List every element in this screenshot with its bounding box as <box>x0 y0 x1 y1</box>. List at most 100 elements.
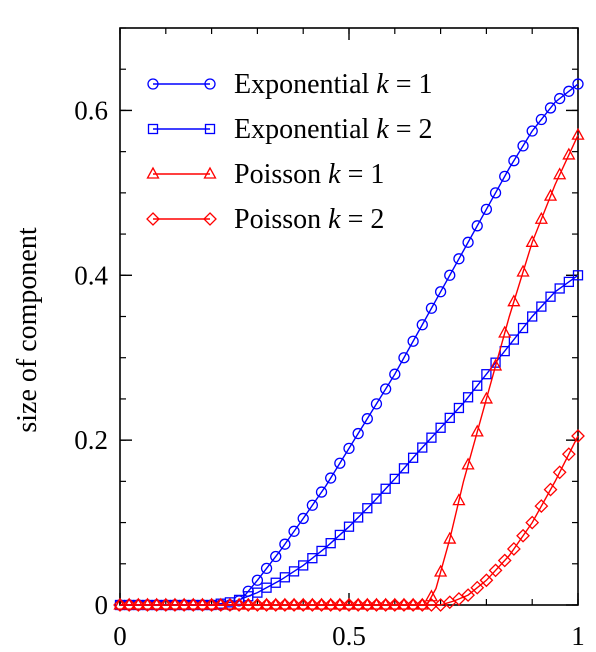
data-point <box>397 597 411 610</box>
data-point <box>342 597 356 610</box>
data-point <box>415 598 430 612</box>
data-point <box>113 598 127 612</box>
data-point <box>407 335 419 347</box>
legend: Exponential k = 1 Exponential k = 2 Poisso… <box>146 69 433 235</box>
data-point <box>214 597 228 610</box>
data-point <box>561 447 576 462</box>
data-point <box>426 432 437 443</box>
data-point <box>333 597 347 610</box>
legend-item: Poisson k = 2 <box>146 204 384 235</box>
data-point <box>552 465 567 480</box>
data-point <box>481 369 492 380</box>
data-point <box>316 545 327 557</box>
data-point <box>370 398 383 410</box>
x-tick-label: 1 <box>571 621 585 651</box>
data-point <box>453 253 465 265</box>
data-point <box>507 294 521 307</box>
data-point <box>223 598 237 612</box>
data-point <box>343 442 355 455</box>
y-tick-label: 0 <box>95 590 109 620</box>
series-square <box>114 270 584 611</box>
data-point <box>213 598 228 612</box>
data-point <box>362 503 373 514</box>
x-tick-label: 0.5 <box>332 621 366 651</box>
data-point <box>305 597 319 610</box>
data-point <box>259 597 274 610</box>
data-point <box>279 538 291 550</box>
data-point <box>508 155 520 167</box>
data-point <box>177 598 192 612</box>
data-point <box>517 140 529 152</box>
data-point <box>435 422 446 433</box>
data-point <box>150 597 164 610</box>
data-point <box>516 264 530 277</box>
data-point <box>360 598 375 612</box>
data-point <box>506 542 521 556</box>
data-point <box>270 577 281 588</box>
data-point <box>389 473 400 485</box>
series-layer <box>113 78 585 612</box>
data-point <box>572 78 584 90</box>
data-point <box>278 597 292 610</box>
data-point <box>480 203 493 215</box>
legend-item: Exponential k = 1 <box>147 69 433 100</box>
data-point <box>562 147 576 160</box>
data-point <box>472 380 483 391</box>
data-point <box>140 598 155 612</box>
legend-marker <box>204 123 216 135</box>
data-point <box>314 597 329 610</box>
data-point <box>241 597 255 610</box>
data-point <box>387 598 402 612</box>
data-point <box>462 236 474 248</box>
data-point <box>415 597 429 610</box>
data-point <box>287 598 301 612</box>
data-point <box>379 383 392 395</box>
data-point <box>298 560 309 571</box>
data-point <box>288 566 300 577</box>
data-point <box>351 597 365 610</box>
series-triangle <box>113 127 585 610</box>
data-point <box>545 291 556 302</box>
data-point <box>296 598 311 612</box>
data-point <box>315 486 328 498</box>
data-point <box>195 598 210 612</box>
data-point <box>543 188 558 201</box>
data-point <box>389 368 401 380</box>
data-point <box>444 412 455 424</box>
data-point <box>186 598 201 612</box>
data-point <box>379 597 393 610</box>
data-point <box>526 125 538 137</box>
data-point <box>369 598 384 612</box>
data-point <box>406 598 421 612</box>
data-point <box>453 402 465 414</box>
data-point <box>296 597 310 610</box>
y-tick-label: 0.4 <box>74 260 108 290</box>
data-point <box>250 597 264 610</box>
data-point <box>323 598 338 612</box>
data-point <box>305 598 320 612</box>
data-point <box>553 167 567 180</box>
y-axis-label: size of component <box>12 227 43 432</box>
data-point <box>388 597 402 610</box>
data-point <box>407 452 419 463</box>
data-point <box>535 113 548 126</box>
data-point <box>452 493 466 506</box>
y-tick-label: 0.6 <box>74 95 108 125</box>
data-point <box>232 598 246 612</box>
data-point <box>470 580 485 595</box>
data-point <box>122 597 136 610</box>
data-point <box>195 597 210 610</box>
data-point <box>461 457 475 470</box>
data-point <box>517 322 529 334</box>
data-point <box>452 592 466 606</box>
data-point <box>205 597 219 610</box>
data-point <box>332 598 347 612</box>
data-point <box>352 427 364 440</box>
data-point <box>353 512 364 523</box>
data-point <box>259 598 274 612</box>
legend-marker <box>203 166 217 179</box>
legend-marker <box>204 78 216 90</box>
data-point <box>434 286 447 298</box>
data-point <box>525 515 540 530</box>
data-point <box>250 598 265 612</box>
